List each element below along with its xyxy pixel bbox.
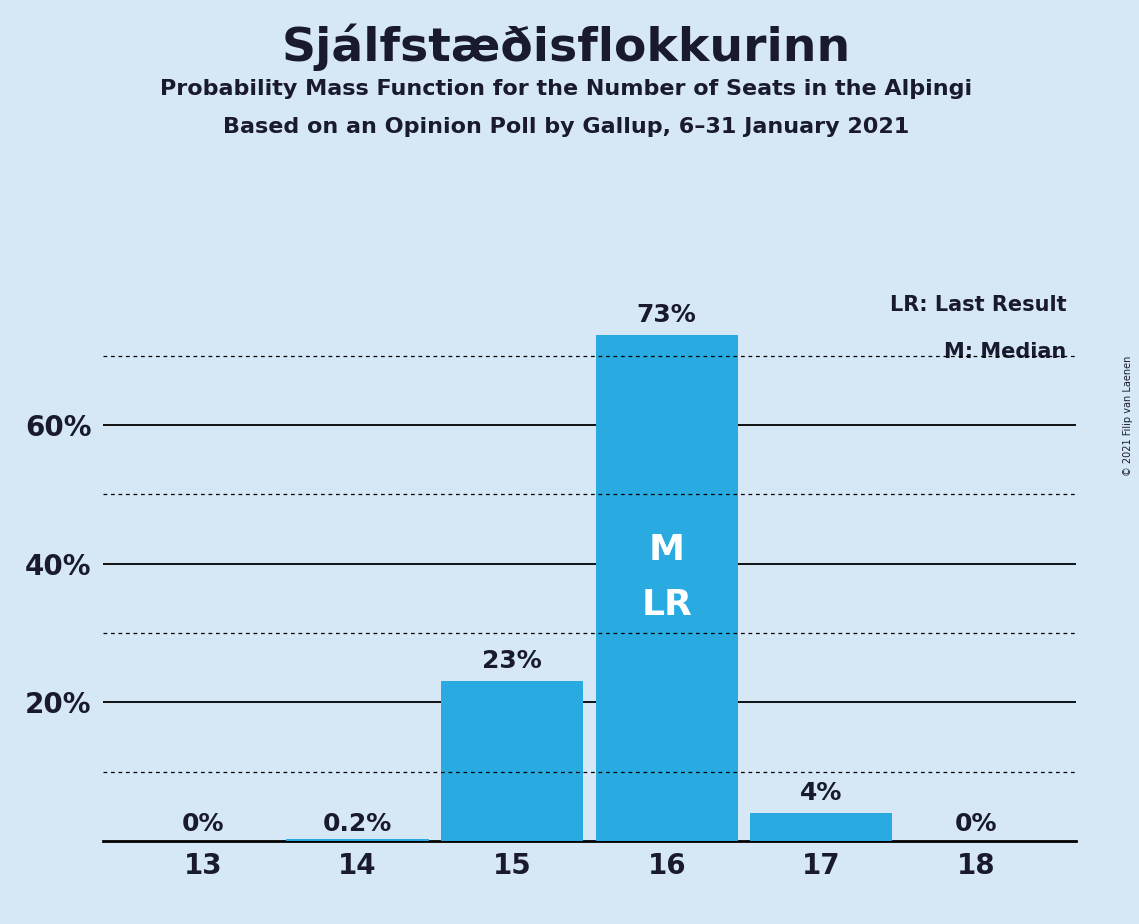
Text: 4%: 4%: [800, 781, 843, 805]
Text: M: M: [649, 533, 685, 566]
Bar: [441, 682, 583, 841]
Bar: [596, 335, 738, 841]
Text: Based on an Opinion Poll by Gallup, 6–31 January 2021: Based on an Opinion Poll by Gallup, 6–31…: [223, 117, 909, 138]
Bar: [751, 813, 893, 841]
Text: 0.2%: 0.2%: [323, 811, 392, 835]
Text: 73%: 73%: [637, 303, 697, 327]
Text: Probability Mass Function for the Number of Seats in the Alþingi: Probability Mass Function for the Number…: [159, 79, 973, 99]
Text: LR: LR: [641, 589, 693, 622]
Text: © 2021 Filip van Laenen: © 2021 Filip van Laenen: [1123, 356, 1133, 476]
Text: Sjálfstæðisflokkurinn: Sjálfstæðisflokkurinn: [281, 23, 851, 70]
Text: 0%: 0%: [182, 811, 224, 835]
Text: 23%: 23%: [482, 650, 542, 673]
Text: 0%: 0%: [954, 811, 997, 835]
Text: M: Median: M: Median: [944, 342, 1066, 362]
Text: LR: Last Result: LR: Last Result: [890, 295, 1066, 315]
Bar: [287, 839, 428, 841]
